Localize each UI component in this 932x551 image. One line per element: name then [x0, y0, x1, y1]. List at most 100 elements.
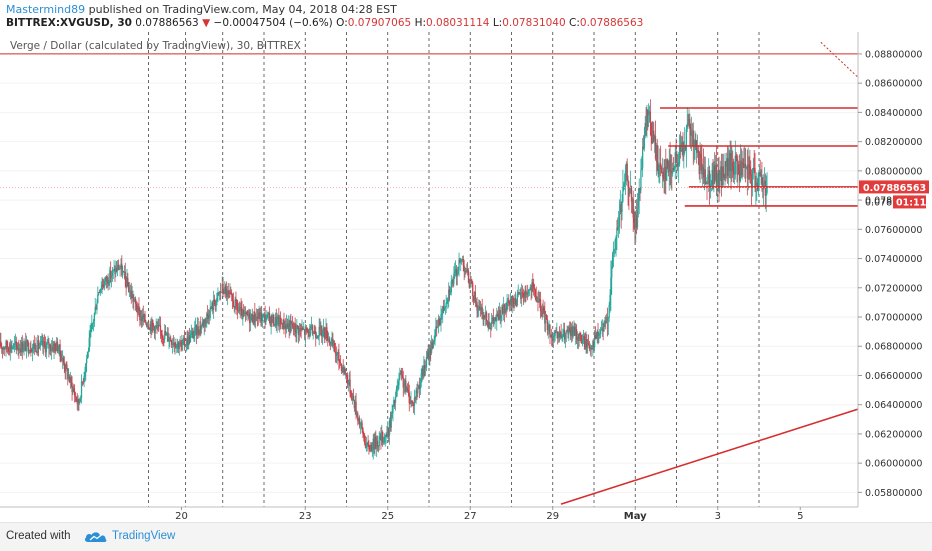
candle-body	[527, 289, 530, 294]
candle-body	[130, 290, 132, 298]
candle-body	[429, 348, 431, 360]
candle-body	[467, 270, 470, 283]
tradingview-brand[interactable]: TradingView	[112, 530, 176, 542]
candle-body	[313, 330, 315, 334]
candle-body	[670, 170, 672, 172]
candle-body	[181, 343, 183, 345]
time-axis[interactable]: 20 23 25 27 29 May 3 5	[175, 507, 803, 522]
candle-body	[157, 324, 159, 328]
candle-body	[596, 331, 598, 339]
candle-body	[52, 346, 54, 351]
candle-body	[742, 162, 744, 164]
candle-body	[585, 338, 587, 348]
candle-body	[233, 306, 235, 309]
candle-body	[204, 319, 206, 324]
candle-body	[206, 313, 208, 319]
price-tick-label: 0.08000000	[865, 166, 922, 177]
candle-body	[523, 296, 525, 298]
candle-body	[191, 331, 193, 333]
candle-body	[349, 379, 351, 394]
candle-body	[324, 336, 326, 338]
candle-body	[437, 318, 440, 327]
candle-body	[160, 330, 162, 336]
candle-body	[471, 280, 473, 284]
candle-body	[69, 377, 72, 383]
candle-body	[89, 332, 91, 338]
candle-body	[533, 288, 536, 290]
candle-body	[306, 327, 308, 332]
candle-body	[36, 352, 38, 354]
price-chart[interactable]: 0.05800000 0.06000000 0.06200000 0.06400000…	[0, 32, 932, 522]
candle-body	[88, 337, 90, 352]
candle-body	[13, 343, 15, 348]
candle-body	[481, 306, 483, 320]
candle-body	[107, 277, 109, 284]
published-text: published on TradingView.com, May 04, 20…	[88, 3, 397, 16]
candle-body	[196, 326, 198, 336]
candle-body	[146, 323, 148, 327]
candle-body	[730, 152, 732, 172]
candle-body	[132, 294, 134, 302]
candle-body	[246, 311, 248, 315]
candle-body	[762, 182, 764, 190]
candle-body	[80, 398, 82, 400]
candle-body	[365, 445, 368, 448]
candle-body	[754, 168, 756, 187]
candle-body	[165, 333, 168, 336]
candle-body	[615, 236, 617, 240]
candle-body	[662, 171, 664, 178]
candle-body	[110, 275, 113, 279]
candle-body	[758, 171, 760, 174]
price-tick-label: 0.07400000	[865, 254, 922, 265]
candle-body	[293, 322, 295, 329]
author-link[interactable]: Mastermind89	[6, 3, 86, 16]
candle-body	[492, 317, 494, 324]
time-tick-label: 29	[546, 511, 559, 522]
candle-body	[547, 329, 549, 331]
candle-body	[95, 307, 97, 310]
candle-body	[370, 444, 372, 452]
symbol-name[interactable]: BITTREX:XVGUSD, 30	[6, 17, 132, 29]
price-tick-label: 0.07600000	[865, 225, 922, 236]
candle-body	[553, 336, 555, 338]
candle-body	[494, 317, 496, 321]
candle-body	[64, 369, 66, 372]
candle-body	[74, 396, 77, 397]
candle-body	[609, 295, 611, 305]
candle-body	[766, 185, 768, 193]
candle-body	[357, 413, 359, 421]
candle-body	[552, 337, 555, 342]
candle-body	[336, 352, 338, 356]
candle-body	[423, 365, 425, 377]
candle-body	[599, 330, 602, 335]
candle-body	[16, 345, 18, 350]
drawings[interactable]	[0, 41, 859, 505]
candle-body	[560, 331, 562, 338]
candle-body	[527, 293, 529, 295]
candle-body	[544, 310, 546, 324]
candle-body	[79, 399, 81, 403]
candle-body	[54, 343, 56, 346]
candle-body	[587, 343, 590, 346]
candle-body	[200, 325, 202, 330]
candle-body	[341, 367, 343, 372]
candle-body	[673, 168, 676, 170]
candle-body	[1, 347, 4, 350]
candle-body	[283, 319, 285, 329]
candle-body	[152, 320, 154, 325]
candle-body	[274, 317, 277, 324]
price-tick-label: 0.06000000	[865, 459, 922, 470]
candle-body	[702, 166, 705, 178]
candle-body	[681, 142, 683, 146]
candle-body	[295, 330, 297, 334]
candle-body	[582, 336, 585, 340]
candle-body	[509, 298, 512, 305]
candle-body	[168, 340, 170, 342]
candle-body	[56, 341, 59, 352]
candle-body	[474, 291, 476, 303]
candle-body	[643, 135, 646, 149]
candle-body	[98, 292, 100, 295]
candle-body	[737, 164, 739, 175]
candle-body	[672, 168, 674, 174]
candle-body	[584, 340, 586, 348]
